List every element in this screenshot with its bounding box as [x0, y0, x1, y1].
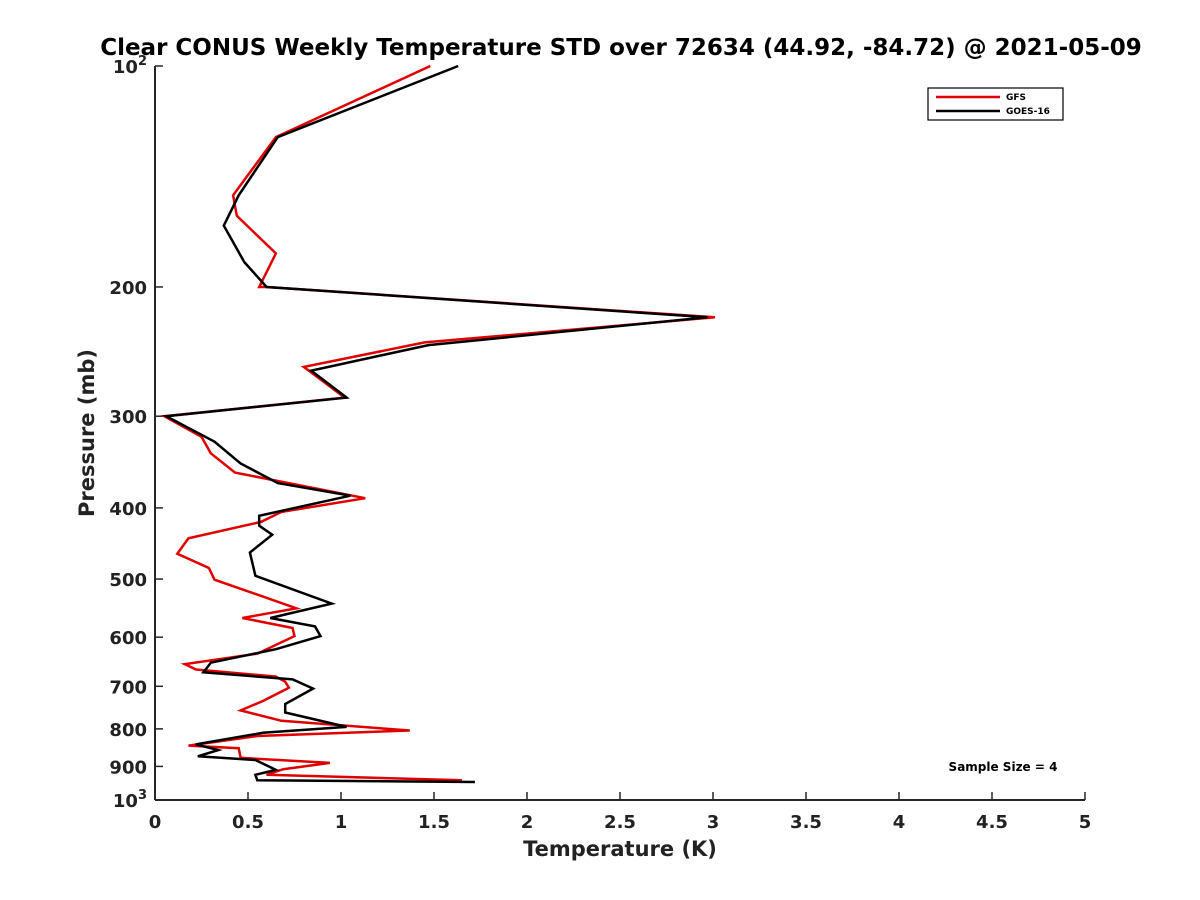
x-tick-label: 0: [149, 812, 162, 833]
y-tick-label-base: 700: [109, 677, 147, 698]
y-axis-label: Pressure (mb): [75, 349, 99, 517]
y-tick-label-exponent: 3: [138, 788, 147, 803]
x-ticks-group: 0 0.5 1 1.5 2 2.5 3 3.5 4 4.5 5: [149, 792, 1092, 833]
y-tick-label-base: 200: [109, 278, 147, 299]
y-tick-label-base: 400: [109, 499, 147, 520]
y-tick-label: 700: [109, 677, 147, 698]
y-tick-label: 102: [113, 54, 147, 78]
x-tick-label: 1.5: [418, 812, 450, 833]
y-tick-label: 500: [109, 570, 147, 591]
x-tick-label: 0.5: [232, 812, 264, 833]
chart-title: Clear CONUS Weekly Temperature STD over …: [100, 35, 1142, 61]
legend: GFS GOES-16: [927, 87, 1064, 121]
series-group: [160, 64, 716, 784]
y-tick-label-base: 600: [109, 628, 147, 649]
y-tick-label: 103: [113, 788, 147, 812]
sample-size-annotation: Sample Size = 4: [949, 760, 1058, 774]
y-tick-label: 200: [109, 278, 147, 299]
x-axis-label: Temperature (K): [523, 837, 717, 861]
y-tick-label: 800: [109, 720, 147, 741]
legend-label-gfs: GFS: [1006, 93, 1026, 103]
y-tick-label-base: 800: [109, 720, 147, 741]
x-tick-label: 4: [893, 812, 906, 833]
y-tick-label-exponent: 2: [138, 54, 147, 69]
x-tick-label: 2: [521, 812, 534, 833]
y-tick-label: 900: [109, 757, 147, 778]
y-tick-label-base: 300: [109, 407, 147, 428]
x-tick-label: 5: [1079, 812, 1092, 833]
x-tick-label: 3: [707, 812, 720, 833]
x-tick-label: 1: [335, 812, 348, 833]
x-tick-label: 3.5: [790, 812, 822, 833]
x-tick-label: 2.5: [604, 812, 636, 833]
series-line-goes16: [161, 64, 708, 784]
x-tick-label: 4.5: [976, 812, 1008, 833]
y-tick-label-base: 900: [109, 757, 147, 778]
y-tick-label: 300: [109, 407, 147, 428]
legend-box: [927, 87, 1064, 121]
legend-label-goes16: GOES-16: [1006, 107, 1050, 117]
y-tick-label: 400: [109, 499, 147, 520]
y-tick-label-base: 10: [113, 57, 138, 78]
y-tick-label-base: 500: [109, 570, 147, 591]
y-tick-label-base: 10: [113, 791, 138, 812]
y-tick-label: 600: [109, 628, 147, 649]
